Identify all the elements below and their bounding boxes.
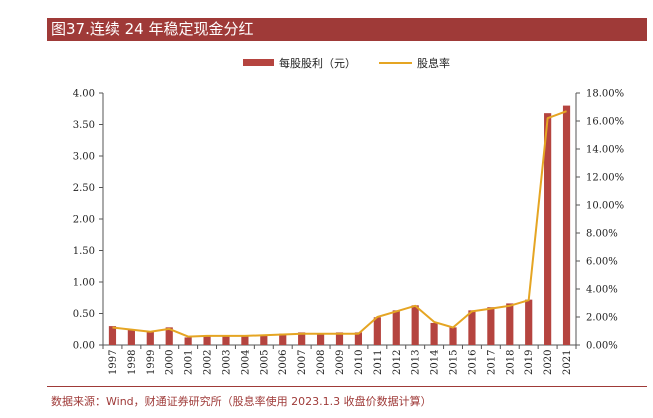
chart-axes: 0.00 0.50 1.00 1.50 2.00 2.50 3.00 3.50 4.00 0.00… <box>73 89 624 376</box>
y-left-tick-label: 2.50 <box>73 183 95 194</box>
y-right-tick-label: 18.00% <box>586 89 624 100</box>
y-left-tick-label: 0.50 <box>73 309 95 320</box>
x-tick-label: 2021 <box>562 350 573 375</box>
y-left-tick-label: 3.00 <box>73 152 95 163</box>
y-right-tick-label: 16.00% <box>586 117 624 128</box>
dividend-bar <box>525 299 533 345</box>
dividend-bar <box>298 332 306 345</box>
dividend-bar <box>146 331 154 345</box>
y-left-tick-label: 2.00 <box>73 215 95 226</box>
legend-bar-label: 每股股利（元） <box>279 56 356 70</box>
dividend-bar <box>260 334 268 345</box>
dividend-bar <box>127 329 135 345</box>
title-bar: 图37.连续 24 年稳定现金分红 <box>47 18 647 41</box>
bottom-rule <box>47 386 647 387</box>
x-tick-label: 2019 <box>524 350 535 375</box>
x-tick-label: 2001 <box>184 350 195 375</box>
dividend-bar <box>468 310 476 345</box>
dividend-bar <box>354 332 363 345</box>
dividend-bar <box>562 105 571 345</box>
y-right-tick-label: 12.00% <box>586 173 624 184</box>
dividend-bar <box>506 303 514 345</box>
dividend-bar <box>165 327 173 345</box>
x-tick-label: 2012 <box>392 350 403 375</box>
x-tick-label: 1999 <box>146 350 157 375</box>
dividend-bar <box>184 337 192 345</box>
x-tick-label: 2003 <box>221 350 232 375</box>
dividend-bar <box>487 307 495 345</box>
dividend-bar <box>430 322 438 345</box>
y-left-tick-label: 3.50 <box>73 120 95 131</box>
x-tick-label: 2005 <box>259 350 270 375</box>
legend-line-label: 股息率 <box>417 56 450 70</box>
x-tick-label: 2000 <box>165 350 176 375</box>
x-tick-label: 2010 <box>354 350 365 375</box>
dividend-bar <box>203 336 211 345</box>
dividend-bar <box>544 113 552 345</box>
dividend-bar <box>335 332 344 345</box>
y-right-tick-label: 14.00% <box>586 145 624 156</box>
dividend-bar <box>241 335 249 345</box>
y-right-tick-label: 4.00% <box>586 285 618 296</box>
dividend-bar <box>222 336 230 345</box>
yield-line <box>112 110 567 338</box>
dividend-bar <box>279 333 287 345</box>
legend-bar-swatch <box>243 59 274 66</box>
y-right-tick-label: 6.00% <box>586 257 618 268</box>
y-right-tick-label: 0.00% <box>586 341 618 352</box>
dividend-bar <box>373 317 381 345</box>
x-tick-label: 2020 <box>543 350 554 375</box>
chart-legend: 每股股利（元） 股息率 <box>243 56 450 70</box>
x-tick-label: 2004 <box>240 350 251 375</box>
x-tick-label: 2009 <box>335 350 346 375</box>
x-tick-label: 2018 <box>505 350 516 375</box>
x-tick-label: 2014 <box>430 350 441 375</box>
x-tick-label: 1998 <box>127 350 138 375</box>
x-tick-label: 2011 <box>373 350 384 375</box>
y-left-tick-label: 4.00 <box>73 89 95 100</box>
x-tick-label: 2006 <box>278 350 289 375</box>
source-note: 数据来源：Wind，财通证券研究所（股息率使用 2023.1.3 收盘价数据计算… <box>51 395 432 408</box>
x-tick-label: 1997 <box>108 350 119 375</box>
x-tick-label: 2002 <box>203 350 214 375</box>
chart-title: 图37.连续 24 年稳定现金分红 <box>51 20 254 38</box>
x-tick-label: 2008 <box>316 350 327 375</box>
x-tick-label: 2015 <box>449 350 460 375</box>
dividend-bar <box>108 326 117 345</box>
bar-series <box>108 105 571 345</box>
x-tick-label: 2013 <box>411 350 422 375</box>
y-left-tick-label: 1.50 <box>73 246 95 257</box>
dividend-bar <box>411 305 419 345</box>
y-right-tick-label: 8.00% <box>586 229 618 240</box>
x-tick-label: 2007 <box>297 350 308 375</box>
line-series <box>112 110 567 338</box>
y-left-tick-label: 1.00 <box>73 278 95 289</box>
y-right-tick-label: 2.00% <box>586 313 618 324</box>
dividend-bar <box>392 310 400 345</box>
x-tick-label: 2017 <box>486 350 497 375</box>
dividend-bar <box>316 333 325 345</box>
dividend-bar <box>449 327 457 345</box>
x-tick-label: 2016 <box>467 350 478 375</box>
y-left-tick-label: 0.00 <box>73 341 95 352</box>
y-right-tick-label: 10.00% <box>586 201 624 212</box>
